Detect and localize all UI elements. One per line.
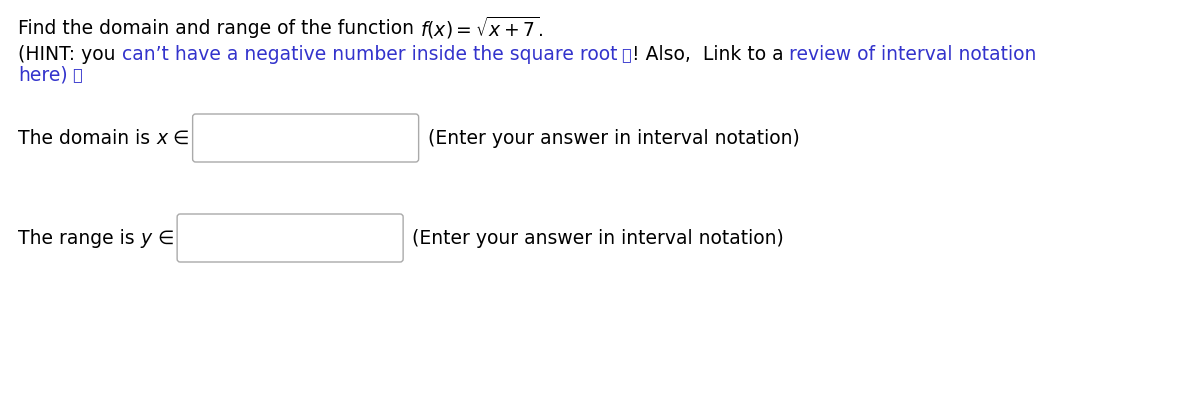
Text: $f(x) = \sqrt{x + 7}.$: $f(x) = \sqrt{x + 7}.$ [420, 15, 542, 41]
Text: The range is: The range is [18, 229, 140, 247]
Text: ∈: ∈ [151, 229, 174, 247]
Text: (Enter your answer in interval notation): (Enter your answer in interval notation) [427, 129, 799, 147]
Text: (HINT: you: (HINT: you [18, 46, 121, 64]
Text: review of interval notation: review of interval notation [790, 46, 1037, 64]
Text: x: x [156, 129, 167, 147]
Text: ⧉: ⧉ [67, 67, 83, 83]
Text: The domain is: The domain is [18, 129, 156, 147]
Text: can’t have a negative number inside the square root: can’t have a negative number inside the … [121, 46, 617, 64]
Text: (Enter your answer in interval notation): (Enter your answer in interval notation) [412, 229, 784, 247]
Text: ∈: ∈ [167, 129, 190, 147]
Text: ⧉: ⧉ [617, 48, 631, 62]
FancyBboxPatch shape [193, 114, 419, 162]
Text: here): here) [18, 66, 67, 85]
Text: y: y [140, 229, 151, 247]
FancyBboxPatch shape [178, 214, 403, 262]
Text: ! Also,  Link to a: ! Also, Link to a [631, 46, 790, 64]
Text: Find the domain and range of the function: Find the domain and range of the functio… [18, 19, 420, 37]
